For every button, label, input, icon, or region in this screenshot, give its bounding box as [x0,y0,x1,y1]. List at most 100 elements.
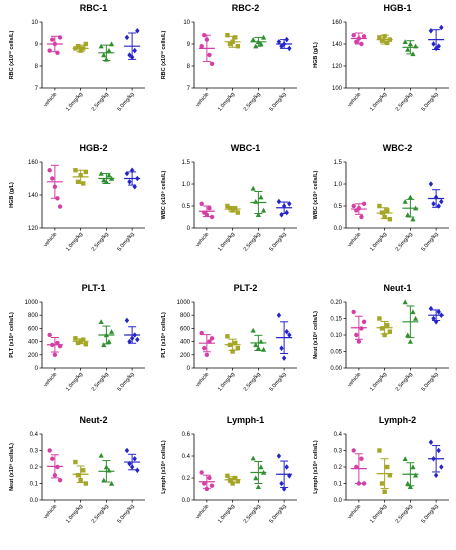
panel: PLT-1 PLT (x10⁹ cells/L) 0 200 400 600 800 1000… [9,283,145,393]
data-point [354,332,359,338]
y-tick-label: 1.0 [334,182,343,188]
data-point [83,342,89,347]
data-point [57,204,63,209]
y-tick-label: 200 [28,353,39,359]
x-tick-label: 1.0mg/kg [369,371,388,392]
y-tick-label: 0.00 [330,366,342,372]
data-point [225,203,230,209]
data-point [199,330,204,336]
y-axis-label: PLT (x10⁹ cells/L) [9,312,15,358]
y-axis-label: Neut (x10⁹ cells/L) [9,443,15,491]
chart-title: Lymph-2 [379,415,416,425]
data-point [207,206,212,211]
data-point [431,41,436,47]
data-point [101,342,107,348]
data-point [407,194,413,200]
data-point [281,486,287,492]
data-point [50,176,55,181]
chart-title: Neut-2 [79,415,107,425]
y-axis-label: HGB (g/L) [313,42,319,68]
y-tick-label: 0.0 [182,498,191,504]
data-point [233,475,238,481]
data-point [75,340,81,346]
data-point [202,346,207,351]
data-point [284,464,289,470]
data-point [75,179,81,184]
x-tick-label: vehicle [43,231,59,248]
y-tick-label: 0.1 [30,482,39,488]
data-point [98,170,104,176]
data-point [202,481,207,486]
data-point [98,452,104,458]
data-point [124,447,130,454]
chart-title: WBC-1 [231,143,261,153]
data-point [204,352,210,357]
x-tick-label: vehicle [347,91,363,108]
data-point [207,475,212,481]
x-tick-label: 5.0mg/kg [421,91,440,112]
x-tick-label: vehicle [195,503,211,520]
data-point [284,209,289,216]
data-point [436,309,441,315]
x-tick-label: 1.0mg/kg [369,503,388,524]
data-point [436,447,441,454]
y-tick-label: 0.1 [334,482,343,488]
data-point [47,168,52,173]
panel: HGB-1 HGB (g/L) 100 120 140 160 vehicle 1.0mg/k… [313,3,449,113]
chart-title: HGB-1 [383,3,411,13]
x-tick-label: 1.0mg/kg [369,91,388,112]
data-point [106,339,112,344]
x-tick-label: 1.0mg/kg [65,371,84,392]
data-point [410,216,416,222]
y-tick-label: 0.0 [334,498,343,504]
data-point [405,46,411,52]
data-point [410,309,416,315]
data-point [55,464,60,470]
data-point [235,479,241,484]
chart-title: HGB-2 [79,143,107,153]
x-tick-label: 1.0mg/kg [369,231,388,252]
data-point [132,47,137,54]
data-point [47,48,52,53]
data-point [127,52,132,58]
data-point [227,206,233,211]
panel: RBC-2 RBC (x10¹² cells/L) 7 8 9 10 vehicle 1.0m… [160,3,297,113]
x-tick-label: 5.0mg/kg [117,371,136,392]
y-tick-label: 0.05 [330,350,342,356]
data-point [387,329,393,334]
panel: Neut-1 Neut (x10⁹ cells/L) 0.00 0.05 0.10 0.1… [313,283,449,393]
data-point [351,448,356,453]
y-tick-label: 0.15 [330,317,342,323]
y-axis-label: Lymph (x10⁹ cells/L) [313,440,319,494]
data-point [439,198,444,205]
y-tick-label: 8 [187,64,191,70]
data-point [127,179,132,185]
data-point [361,34,367,39]
data-point [47,448,52,453]
data-point [402,199,408,204]
y-axis-label: WBC (x10⁹ cells/L) [161,170,167,219]
data-point [57,478,63,483]
data-point [260,34,267,40]
panel: HGB-2 HGB (g/L) 120 140 160 vehicle 1.0mg/kg 2.… [9,143,145,253]
x-tick-label: 2.5mg/kg [91,503,110,524]
data-point [225,33,230,38]
y-tick-label: 800 [180,313,191,319]
x-tick-label: 5.0mg/kg [421,371,440,392]
data-point [359,326,364,331]
x-tick-label: 2.5mg/kg [395,91,414,112]
x-tick-label: 2.5mg/kg [395,231,414,252]
data-point [52,352,58,357]
y-tick-label: 0.5 [182,204,191,210]
data-point [407,339,413,344]
data-point [230,481,235,486]
data-point [73,168,78,173]
data-point [385,40,390,46]
data-point [253,342,259,348]
data-point [279,212,284,218]
panel: WBC-2 WBC (x10⁹ cells/L) 0.0 0.5 1.0 1.5 vehic… [313,143,449,253]
data-point [50,37,55,42]
x-tick-label: 2.5mg/kg [243,503,262,524]
data-point [253,475,259,481]
